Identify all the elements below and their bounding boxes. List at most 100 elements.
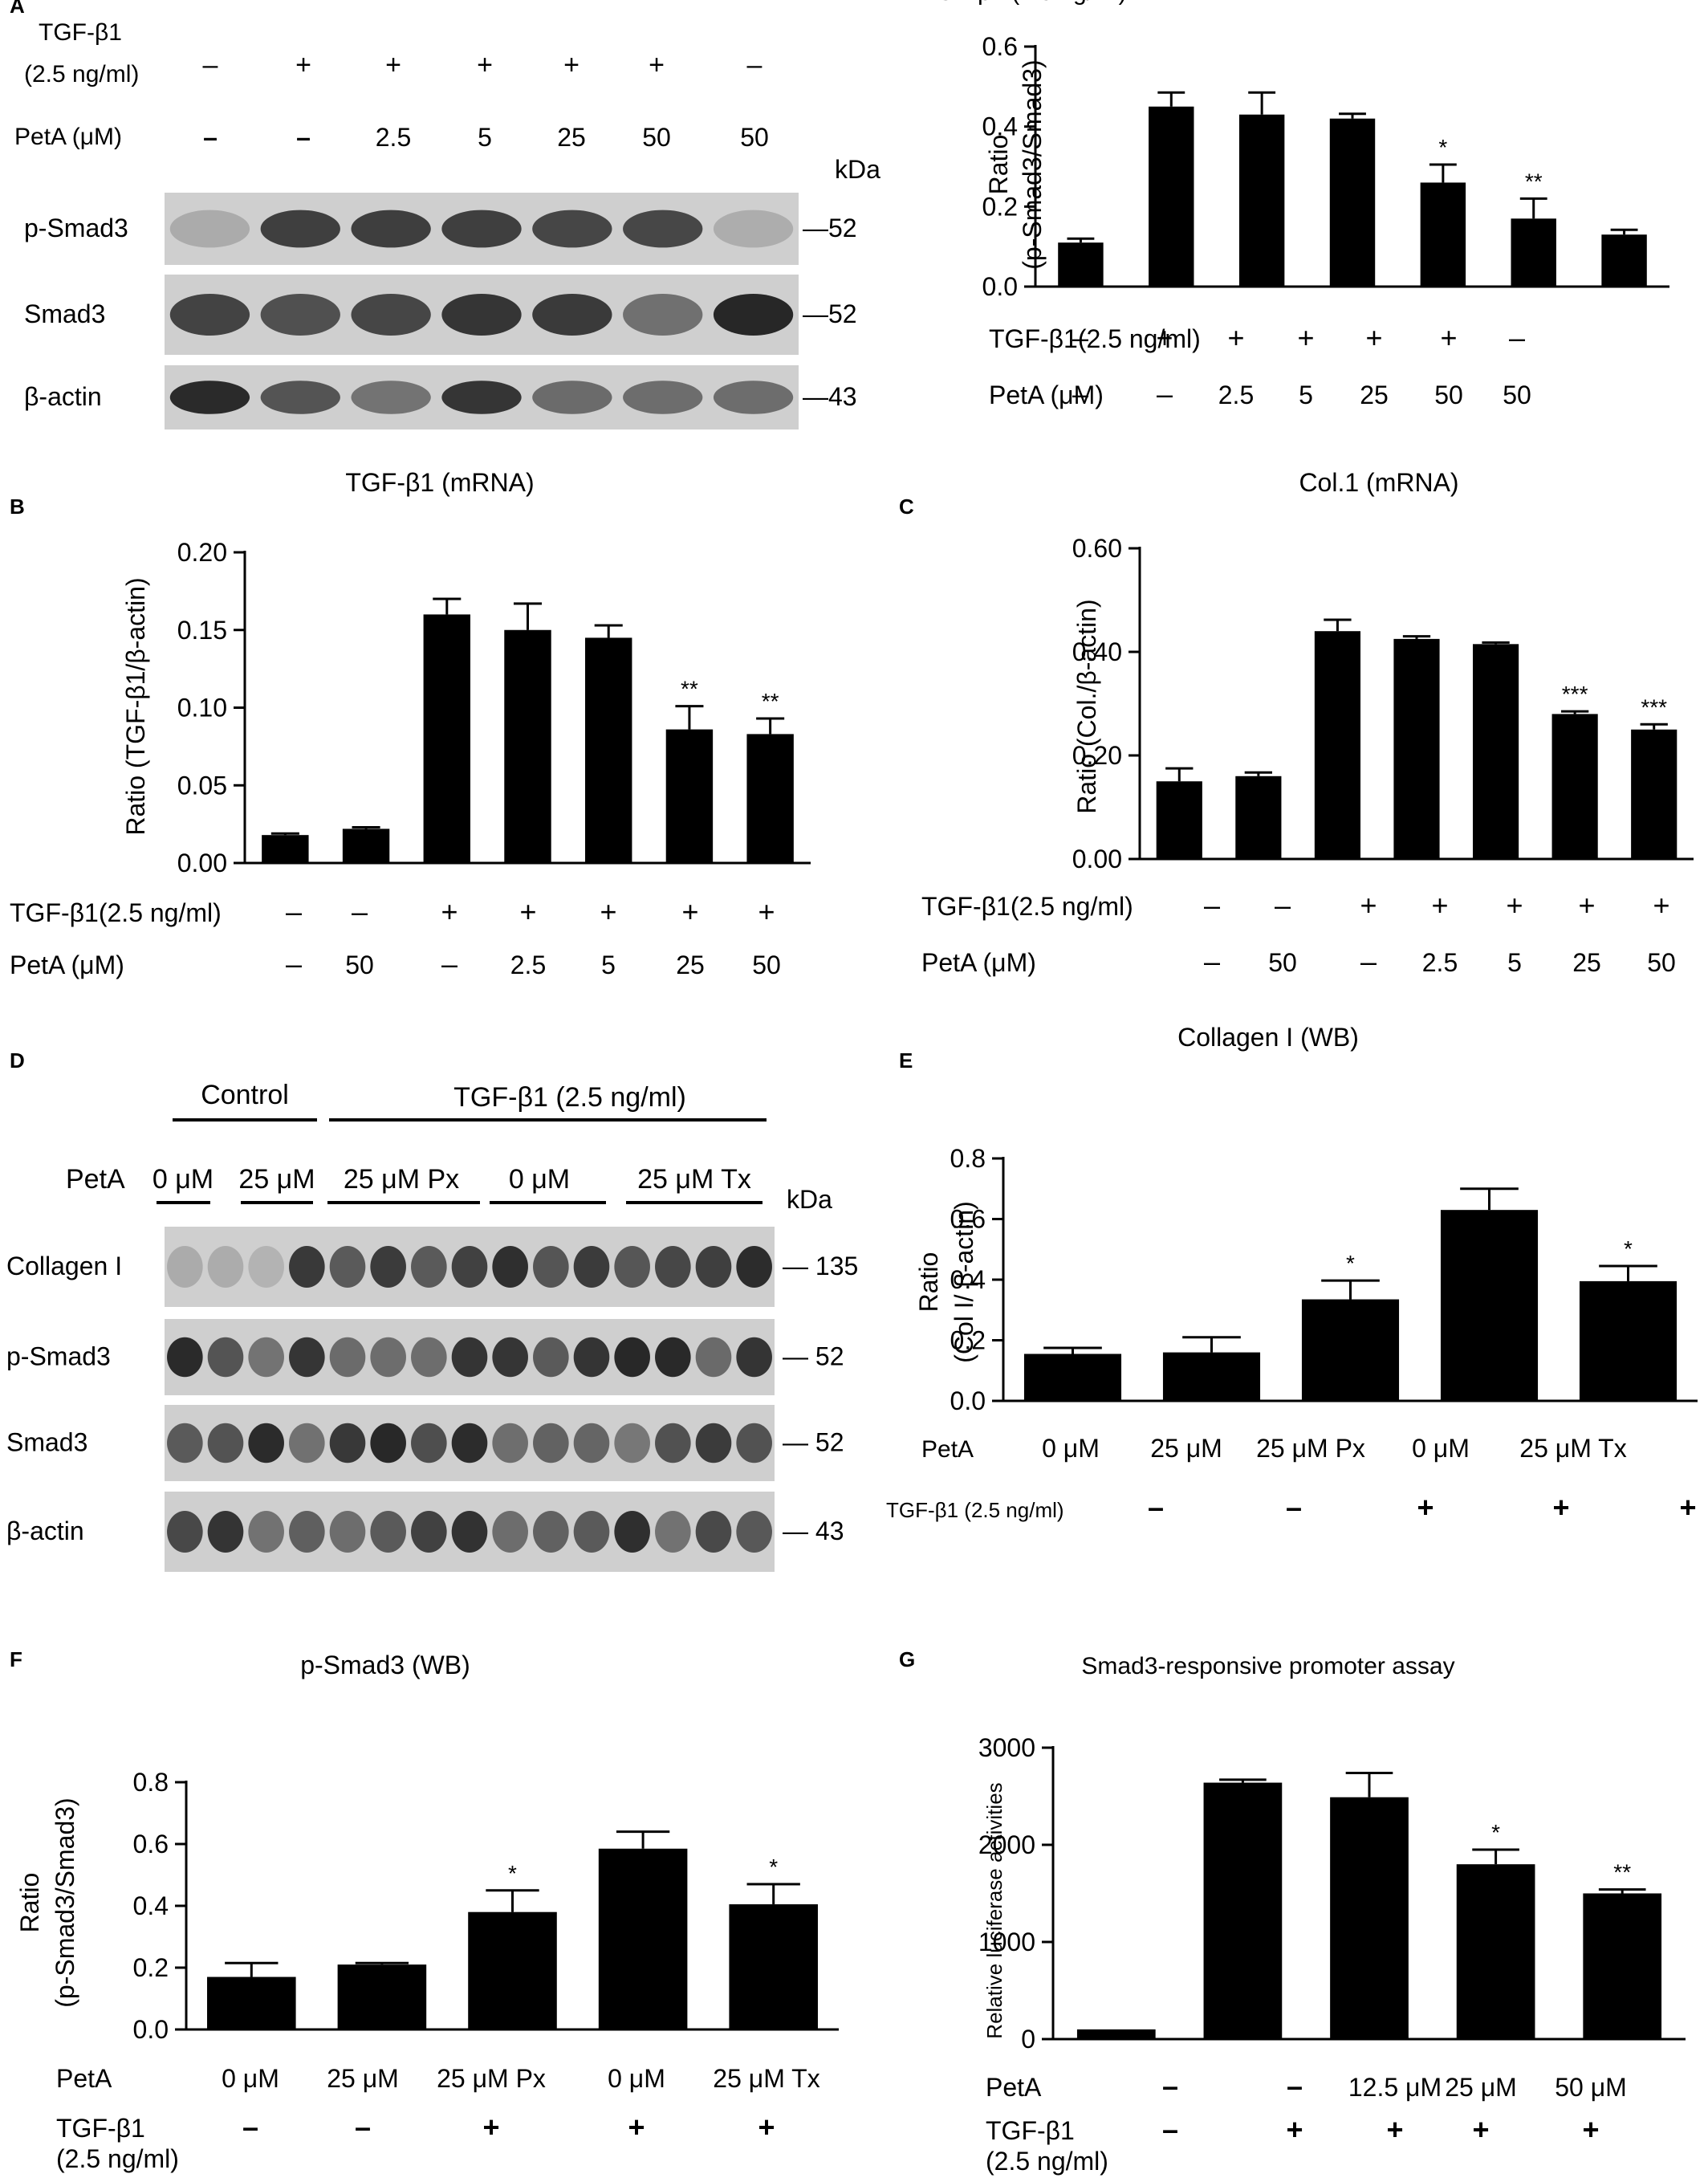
condition-sign: – [1178, 0, 1194, 6]
blot-header-value: 25 [557, 123, 586, 152]
blot-strip [165, 1405, 775, 1481]
blot-header-label: TGF-β1 [39, 19, 122, 46]
y-tick-label: 0.6 [133, 1830, 169, 1858]
condition-sign: + [681, 895, 698, 928]
condition-row-label: TGF-β1 [986, 2116, 1075, 2145]
blot-band [207, 1246, 244, 1288]
kda-marker: — 43 [783, 1516, 844, 1545]
condition-sign: – [1162, 2113, 1178, 2146]
y-tick-label: 0.05 [177, 771, 227, 800]
bar [1551, 714, 1598, 859]
condition-sign: – [1204, 945, 1220, 978]
blot-header-label: PetA (μM) [14, 124, 122, 150]
significance-marker: * [1346, 1251, 1355, 1276]
kda-marker: —43 [803, 382, 857, 411]
condition-row-label: PetA (μM) [921, 948, 1036, 977]
blot-band [451, 1337, 488, 1378]
kda-marker: —52 [803, 214, 857, 242]
kda-marker: —52 [803, 299, 857, 328]
bar [1420, 182, 1466, 287]
blot-row-label: p-Smad3 [24, 214, 128, 242]
condition-value: 50 μM [1555, 2073, 1627, 2102]
y-tick-label: 0.2 [982, 192, 1018, 221]
y-tick-label: 0.60 [1072, 534, 1122, 563]
condition-sign: – [1072, 321, 1088, 354]
condition-sign: – [1148, 1491, 1164, 1524]
blot-band [260, 294, 340, 336]
y-tick-label: 0.2 [950, 1326, 986, 1355]
bar [1314, 631, 1361, 859]
condition-sign: + [1365, 321, 1382, 354]
y-axis-label: (p-Smad3/Smad3) [1018, 59, 1047, 269]
y-tick-label: 0.40 [1072, 637, 1122, 666]
condition-sign: – [1157, 377, 1173, 410]
bar [1235, 776, 1282, 859]
blot-band [370, 1423, 406, 1463]
condition-value: 0 μM [1042, 1434, 1100, 1463]
blot-band [329, 1423, 366, 1463]
blot-header-sign: + [649, 50, 665, 80]
blot-row-label: β-actin [24, 382, 102, 411]
kda-marker: — 52 [783, 1428, 844, 1457]
condition-sign: + [628, 2111, 645, 2143]
significance-marker: *** [1641, 694, 1667, 719]
blot-band [713, 210, 794, 248]
condition-value: 50 [1434, 381, 1463, 409]
panel-letter-e: E [899, 1048, 913, 1073]
condition-row-label: PetA (μM) [10, 951, 124, 979]
blot-row-label: β-actin [6, 1516, 84, 1545]
blot-band [623, 210, 703, 248]
blot-band [411, 1423, 447, 1463]
blot-band [370, 1337, 406, 1378]
condition-sign: – [441, 947, 458, 980]
blot-d: Control TGF-β1 (2.5 ng/ml) PetA 0 μM 25 μM 25… [6, 1080, 858, 1572]
y-tick-label: 2000 [978, 1830, 1035, 1859]
blot-band [492, 1337, 528, 1378]
blot-band [260, 210, 340, 248]
chart-title: p-Smad3 (WB) [300, 1651, 470, 1679]
condition-value: 0 μM [608, 2064, 665, 2093]
condition-sign: + [1472, 2113, 1489, 2146]
condition-sign: – [1063, 0, 1079, 6]
chart-title: TGF-β1 (mRNA) [345, 468, 534, 497]
blot-band [573, 1337, 610, 1378]
blot-band [351, 381, 431, 414]
blot-band [260, 381, 340, 414]
condition-value: 2.5 [510, 951, 546, 979]
blot-band [736, 1423, 772, 1463]
condition-sign: + [1432, 0, 1449, 6]
condition-value: 25 [676, 951, 705, 979]
condition-sign: + [1653, 889, 1669, 922]
blot-band [655, 1511, 691, 1553]
bar [207, 1976, 296, 2029]
y-axis-label: Ratio [984, 135, 1013, 195]
blot-header-value: 2.5 [376, 123, 411, 152]
blot-band [614, 1246, 650, 1288]
significance-marker: * [769, 1854, 778, 1879]
condition-sign: – [1286, 1491, 1302, 1524]
condition-sign: + [1431, 889, 1448, 922]
condition-row-label: TGF-β1 (2.5 ng/ml) [921, 0, 1127, 6]
bar [1301, 1299, 1400, 1401]
blot-band [713, 294, 794, 336]
condition-value: 25 [1360, 381, 1389, 409]
bar [468, 1911, 557, 2029]
blot-header-value: 50 [642, 123, 671, 152]
bar [262, 835, 309, 863]
condition-value: 12.5 μM [1348, 2073, 1442, 2102]
blot-band [411, 1337, 447, 1378]
condition-row-label: (2.5 ng/ml) [56, 2144, 179, 2173]
condition-row-label: TGF-β1(2.5 ng/ml) [921, 892, 1133, 921]
significance-marker: * [1491, 1820, 1500, 1845]
blot-band [167, 1246, 203, 1288]
condition-sign: – [1287, 2070, 1303, 2103]
condition-sign: + [1156, 321, 1173, 354]
blot-row-label: Collagen I [6, 1252, 122, 1280]
y-axis-label: Ratio [914, 1252, 943, 1313]
y-axis-label: Ratio (TGF-β1/β-actin) [121, 577, 150, 835]
blot-strip [165, 275, 799, 355]
kda-marker: — 135 [783, 1252, 858, 1280]
blot-band [533, 1423, 569, 1463]
